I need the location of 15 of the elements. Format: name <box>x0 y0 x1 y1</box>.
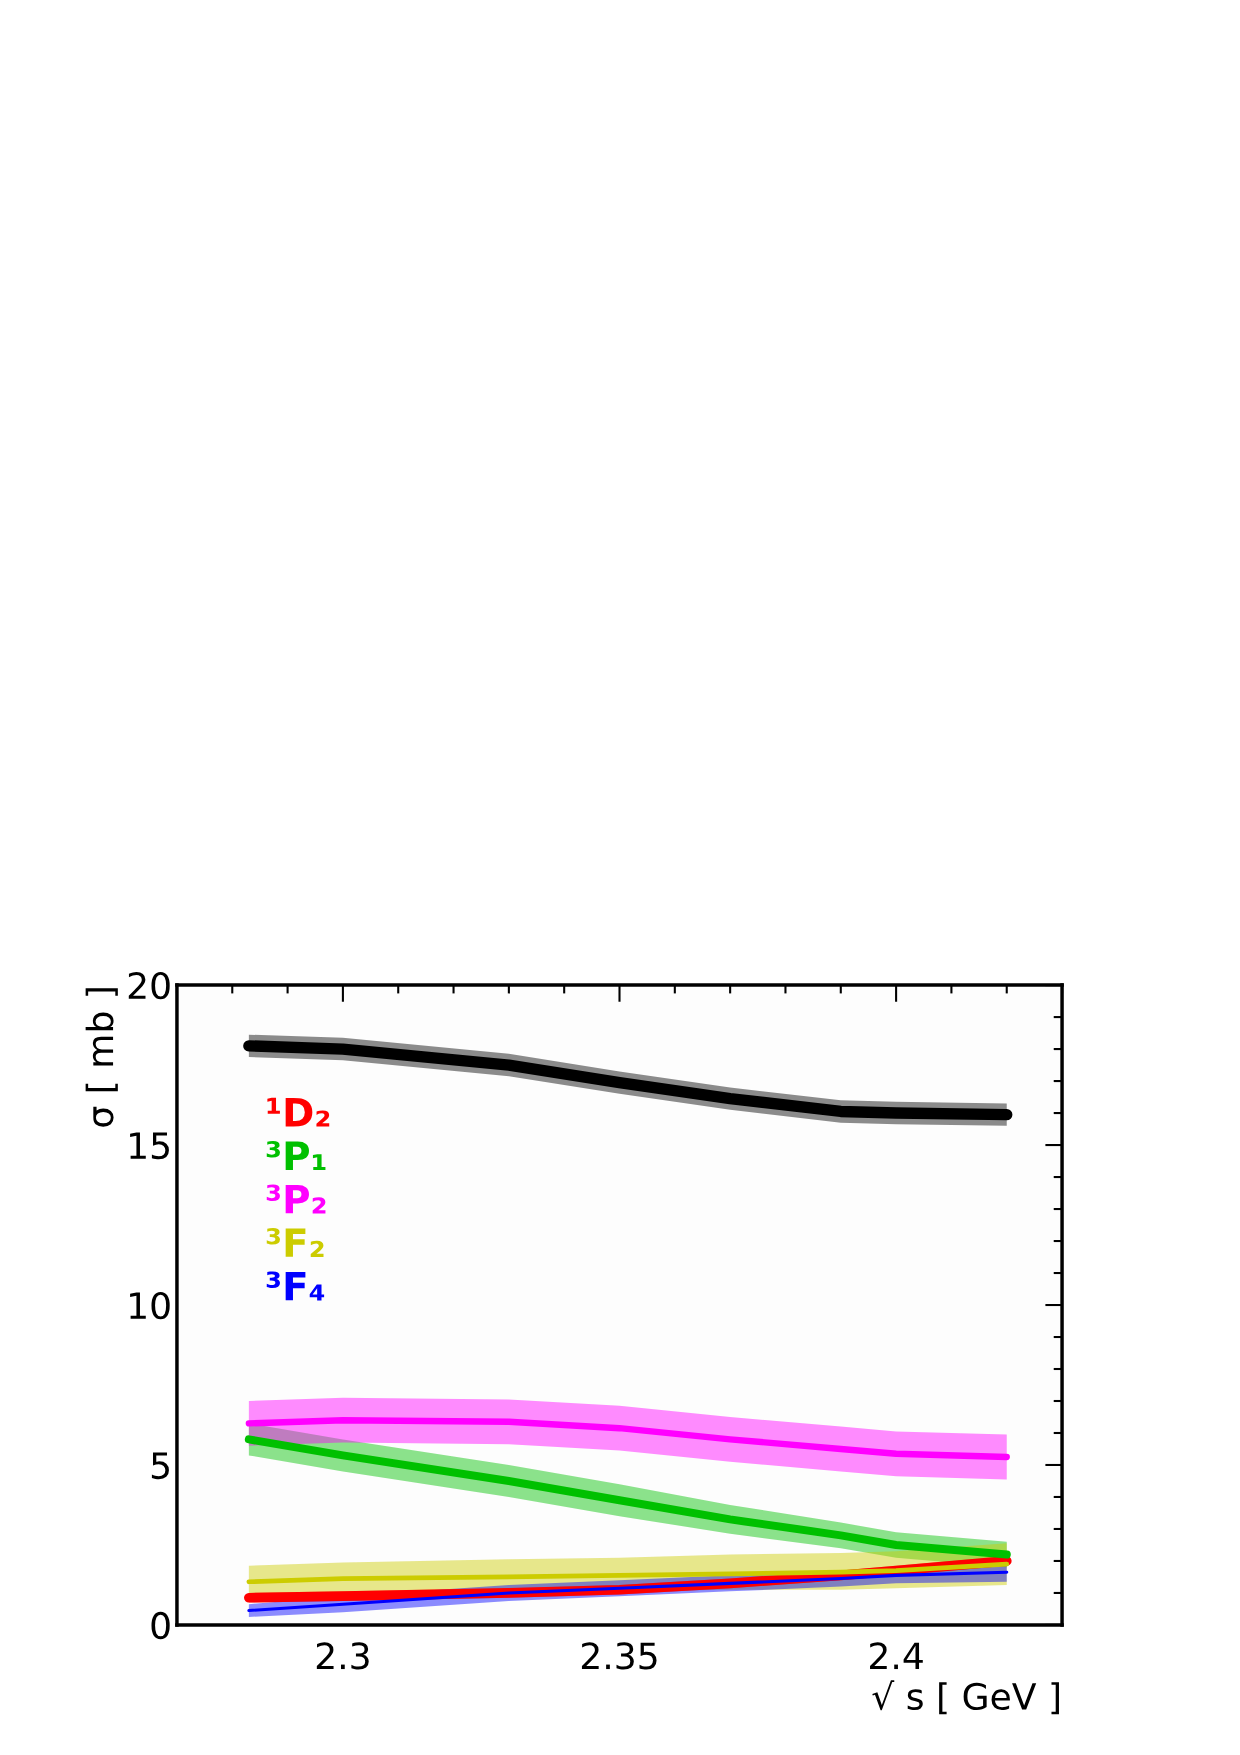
x-tick-label: 2.3 <box>316 1642 369 1670</box>
x-tick-label: 2.35 <box>581 1642 657 1670</box>
y-tick-label: 20 <box>128 972 170 1000</box>
text: ³F₄ <box>266 1271 325 1301</box>
y-tick-label: 10 <box>130 1291 170 1320</box>
y-tick-label: 15 <box>130 1132 169 1160</box>
text: ¹D₂ <box>267 1097 330 1127</box>
y-axis-title: σ [ mb ] <box>85 988 118 1127</box>
text: ³F₂ <box>266 1227 324 1257</box>
y-tick-label: 5 <box>151 1452 169 1480</box>
text: ³P₂ <box>266 1184 326 1214</box>
y-tick-label: 0 <box>151 1611 170 1640</box>
text: ³P₁ <box>266 1141 326 1171</box>
x-axis-title: √ s [ GeV ] <box>872 1680 1059 1715</box>
x-tick-label: 2.4 <box>870 1642 923 1670</box>
